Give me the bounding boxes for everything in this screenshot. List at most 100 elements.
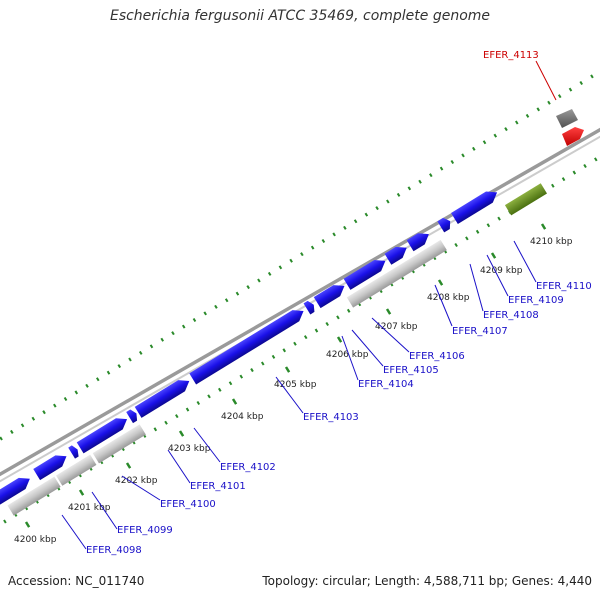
inner-tick	[475, 229, 480, 234]
gene-leader-line	[167, 449, 191, 484]
inner-tick	[465, 236, 469, 241]
accession-text: Accession: NC_011740	[8, 574, 145, 588]
inner-tick	[303, 335, 308, 340]
cds-arrow-shape	[384, 246, 407, 265]
grey-feature	[92, 424, 146, 464]
inner-tick	[572, 170, 577, 175]
outer-tick	[375, 206, 379, 211]
cds-arrow	[437, 217, 451, 233]
ruler-label: 4206 kbp	[326, 350, 369, 360]
outer-tick	[235, 291, 240, 296]
cds-arrow-shape	[406, 233, 429, 252]
outer-tick	[224, 298, 229, 303]
gene-leader-line	[341, 335, 359, 381]
outer-tick	[429, 173, 433, 178]
outer-tick	[364, 212, 369, 217]
outer-tick	[160, 337, 165, 342]
cds-arrow-shape	[134, 380, 190, 418]
outer-tick	[579, 80, 583, 86]
inner-tick	[282, 348, 287, 353]
inner-tick	[207, 394, 211, 399]
gene-labels: EFER_4098 EFER_4099 EFER_4100 EFER_4101 EFER…	[86, 50, 592, 556]
outer-tick	[482, 140, 487, 145]
cds-arrow	[384, 246, 407, 265]
inner-tick	[336, 315, 340, 320]
cds-arrow	[313, 285, 345, 309]
gene-label: EFER_4098	[86, 545, 142, 556]
cds-arrow-shape	[126, 409, 138, 424]
outer-tick	[10, 429, 14, 434]
gene-label: EFER_4107	[452, 326, 508, 337]
cds-arrow-shape	[303, 300, 315, 315]
grey-feature	[346, 239, 447, 308]
outer-tick	[181, 324, 186, 329]
ruler-label: 4201 kbp	[68, 503, 111, 513]
ruler-tick	[490, 252, 497, 259]
feature-track	[0, 109, 584, 516]
gene-leader-line	[91, 491, 118, 530]
cds-arrow-shape	[33, 455, 67, 481]
outer-tick	[407, 186, 412, 191]
outer-tick	[536, 107, 541, 112]
cds-arrow	[343, 259, 386, 290]
gene-leader-line	[121, 475, 161, 501]
outer-tick	[117, 364, 122, 369]
gene-label: EFER_4109	[508, 295, 564, 306]
inner-tick	[346, 308, 351, 313]
inner-tick	[454, 242, 458, 248]
genome-stats-text: Topology: circular; Length: 4,588,711 bp…	[262, 574, 592, 588]
inner-tick	[583, 163, 587, 168]
ruler-tick	[284, 366, 291, 373]
ruler-label: 4208 kbp	[427, 293, 470, 303]
outer-tick	[96, 377, 100, 382]
inner-tick	[3, 519, 7, 524]
outer-tick	[20, 423, 25, 428]
cds-arrow-shape	[343, 259, 386, 290]
cds-arrow-shape	[451, 191, 498, 225]
inner-tick	[486, 223, 491, 228]
inner-tick	[164, 420, 168, 425]
ruler-tick	[125, 462, 132, 469]
outer-tick	[590, 74, 594, 79]
inner-tick-row	[3, 157, 598, 524]
cds-arrow-shape	[313, 285, 345, 309]
red-highlight-feature	[562, 127, 584, 146]
inner-tick	[239, 374, 244, 379]
inner-tick	[185, 407, 190, 412]
cds-arrow	[68, 445, 79, 459]
outer-tick	[149, 344, 154, 349]
inner-tick	[314, 328, 319, 333]
cds-arrow-shape	[189, 310, 304, 385]
outer-tick	[203, 311, 207, 316]
gene-label: EFER_4100	[160, 499, 216, 510]
gene-leader-line	[535, 60, 557, 101]
inner-tick	[594, 157, 598, 162]
inner-tick	[561, 177, 566, 182]
green-feature	[504, 183, 548, 216]
cds-arrow	[134, 380, 190, 418]
outer-tick	[547, 100, 551, 105]
outer-tick	[128, 357, 132, 362]
inner-tick	[271, 354, 276, 359]
outer-tick	[106, 370, 111, 375]
cds-arrow-shape	[76, 418, 128, 454]
gene-label: EFER_4104	[358, 379, 414, 390]
outer-tick	[85, 383, 89, 388]
inner-tick	[250, 368, 254, 373]
inner-tick	[293, 341, 297, 346]
outer-tick	[439, 166, 444, 171]
outer-tick-row	[0, 74, 594, 441]
gene-leader-line	[275, 376, 304, 414]
ruler-labels: 4200 kbp 4201 kbp 4202 kbp 4203 kbp 4204 kbp…	[14, 237, 573, 545]
gene-label: EFER_4105	[383, 365, 439, 376]
inner-tick	[153, 427, 158, 432]
gene-label: EFER_4099	[117, 525, 173, 536]
outer-tick	[514, 120, 519, 125]
gene-leader-line	[61, 514, 87, 550]
gene-leader-line	[371, 317, 410, 353]
outer-tick	[353, 219, 358, 224]
ruler-tick	[78, 489, 85, 496]
outer-tick	[267, 271, 272, 276]
outer-tick	[525, 113, 530, 118]
